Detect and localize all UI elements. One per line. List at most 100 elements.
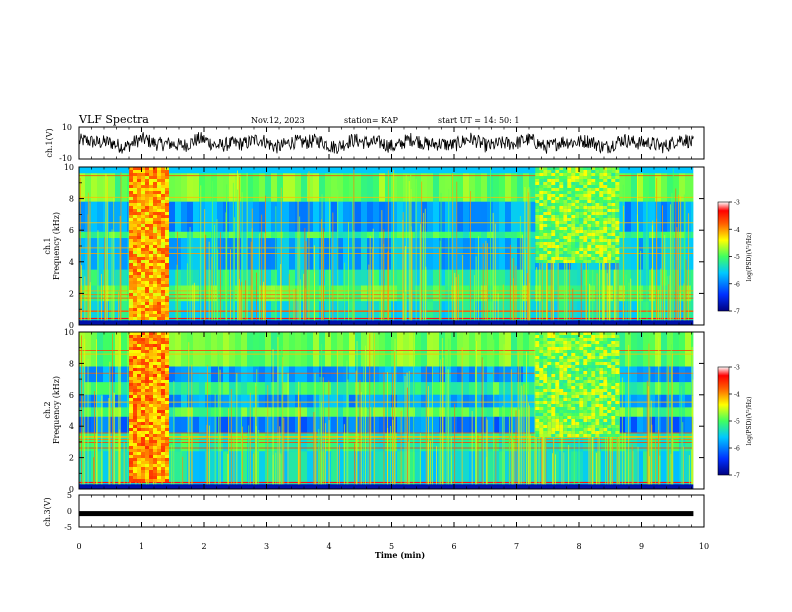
spectrogram-burst-cell [157, 215, 161, 218]
spectrogram-cell [499, 173, 505, 202]
spectrogram-burst-cell [587, 254, 592, 257]
spectrogram-sferic [628, 282, 630, 321]
spectrogram-burst-cell [161, 182, 165, 185]
spectrogram-burst-cell [535, 170, 540, 173]
spectrogram-burst-cell [129, 293, 133, 296]
spectrogram-cell [679, 332, 685, 367]
spectrogram-cell [481, 394, 487, 408]
spectrogram-burst-cell [555, 380, 560, 383]
spectrogram-burst-cell [157, 233, 161, 236]
spectrogram-burst-cell [607, 353, 612, 356]
spectrogram-burst-cell [133, 284, 137, 287]
spectrogram-cell [331, 382, 337, 395]
spectrogram-burst-cell [611, 434, 616, 437]
spectrogram-burst-cell [133, 443, 137, 446]
spectrogram-sferic [328, 420, 330, 485]
spectrogram-burst-cell [567, 248, 572, 251]
spectrogram-burst-cell [579, 377, 584, 380]
spectrogram-burst-cell [559, 347, 564, 350]
spectrogram-sferic [519, 216, 521, 321]
spectrogram-sferic [545, 396, 547, 485]
spectrogram-burst-cell [571, 404, 576, 407]
spectrogram-sferic [408, 181, 410, 321]
spectrogram-sferic [445, 359, 447, 485]
spectrogram-burst-cell [583, 191, 588, 194]
spectrogram-burst-cell [161, 341, 165, 344]
spectrogram-burst-cell [583, 353, 588, 356]
spectrogram-burst-cell [157, 254, 161, 257]
spectrogram-burst-cell [563, 170, 568, 173]
spectrogram-cell [301, 382, 307, 395]
spectrogram-cell [229, 407, 235, 417]
spectrogram-burst-cell [137, 431, 141, 434]
spectrogram-burst-cell [539, 236, 544, 239]
spectrogram-burst-cell [149, 236, 153, 239]
spectrogram-cell [211, 231, 217, 239]
spectrogram-burst-cell [157, 464, 161, 467]
spectrogram-burst-cell [599, 335, 604, 338]
spectrogram-burst-cell [145, 362, 149, 365]
spectrogram-cell [433, 366, 439, 383]
spectrogram-burst-cell [133, 440, 137, 443]
spectrogram-burst-cell [149, 380, 153, 383]
spectrogram-burst-cell [161, 386, 165, 389]
spectrogram-burst-cell [535, 341, 540, 344]
spectrogram-cell [415, 173, 421, 202]
spectrogram-burst-cell [567, 179, 572, 182]
spectrogram-cell [199, 201, 205, 232]
spectrogram-cell [685, 416, 691, 433]
spectrogram-burst-cell [157, 365, 161, 368]
spectrogram-burst-cell [595, 251, 600, 254]
spectrogram-burst-cell [161, 233, 165, 236]
spectrogram-burst-cell [153, 284, 157, 287]
spectrogram-burst-cell [153, 347, 157, 350]
spectrogram-burst-cell [165, 242, 169, 245]
spectrogram-sferic [668, 284, 670, 321]
spectrogram-cell [283, 269, 289, 286]
spectrogram-burst-cell [599, 344, 604, 347]
spectrogram-burst-cell [535, 389, 540, 392]
spectrogram-burst-cell [563, 260, 568, 263]
spectrogram-cell [529, 269, 535, 286]
spectrogram-burst-cell [535, 401, 540, 404]
spectrogram-burst-cell [587, 356, 592, 359]
spectrogram-cell [541, 269, 547, 286]
spectrogram-sferic [404, 291, 406, 321]
spectrogram-burst-cell [615, 179, 620, 182]
spectrogram-burst-cell [145, 227, 149, 230]
spectrogram-burst-cell [595, 173, 600, 176]
spectrogram-burst-cell [599, 347, 604, 350]
spectrogram-burst-cell [559, 233, 564, 236]
spectrogram-burst-cell [579, 434, 584, 437]
spectrogram-burst-cell [161, 452, 165, 455]
spectrogram-cell [451, 269, 457, 286]
spectrogram-cell [289, 451, 295, 485]
spectrogram-cell [421, 432, 427, 452]
spectrogram-burst-cell [603, 239, 608, 242]
spectrogram-burst-cell [161, 431, 165, 434]
spectrogram-burst-cell [559, 416, 564, 419]
spectrogram-burst-cell [133, 332, 137, 335]
spectrogram-burst-cell [563, 332, 568, 335]
spectrogram-burst-cell [547, 353, 552, 356]
spectrogram-burst-cell [563, 212, 568, 215]
spectrogram-burst-cell [571, 386, 576, 389]
spectrogram-sferic [339, 445, 340, 485]
spectrogram-burst-cell [129, 206, 133, 209]
spectrogram-burst-cell [599, 368, 604, 371]
spectrogram-sferic [369, 235, 371, 321]
spectrogram-burst-cell [575, 212, 580, 215]
spectrogram-cell [469, 394, 475, 408]
spectrogram-burst-cell [595, 185, 600, 188]
spectrogram-sferic [246, 172, 248, 321]
spectrogram-burst-cell [153, 266, 157, 269]
spectrogram-burst-cell [149, 170, 153, 173]
spectrogram-sferic [495, 438, 497, 485]
figure-date: Nov.12, 2023 [251, 116, 305, 125]
spectrogram-cell [361, 201, 367, 232]
spectrogram-burst-cell [137, 332, 141, 335]
spectrogram-cell [295, 366, 301, 383]
spectrogram-cell [421, 332, 427, 367]
spectrogram-burst-cell [547, 419, 552, 422]
spectrogram-burst-cell [575, 398, 580, 401]
